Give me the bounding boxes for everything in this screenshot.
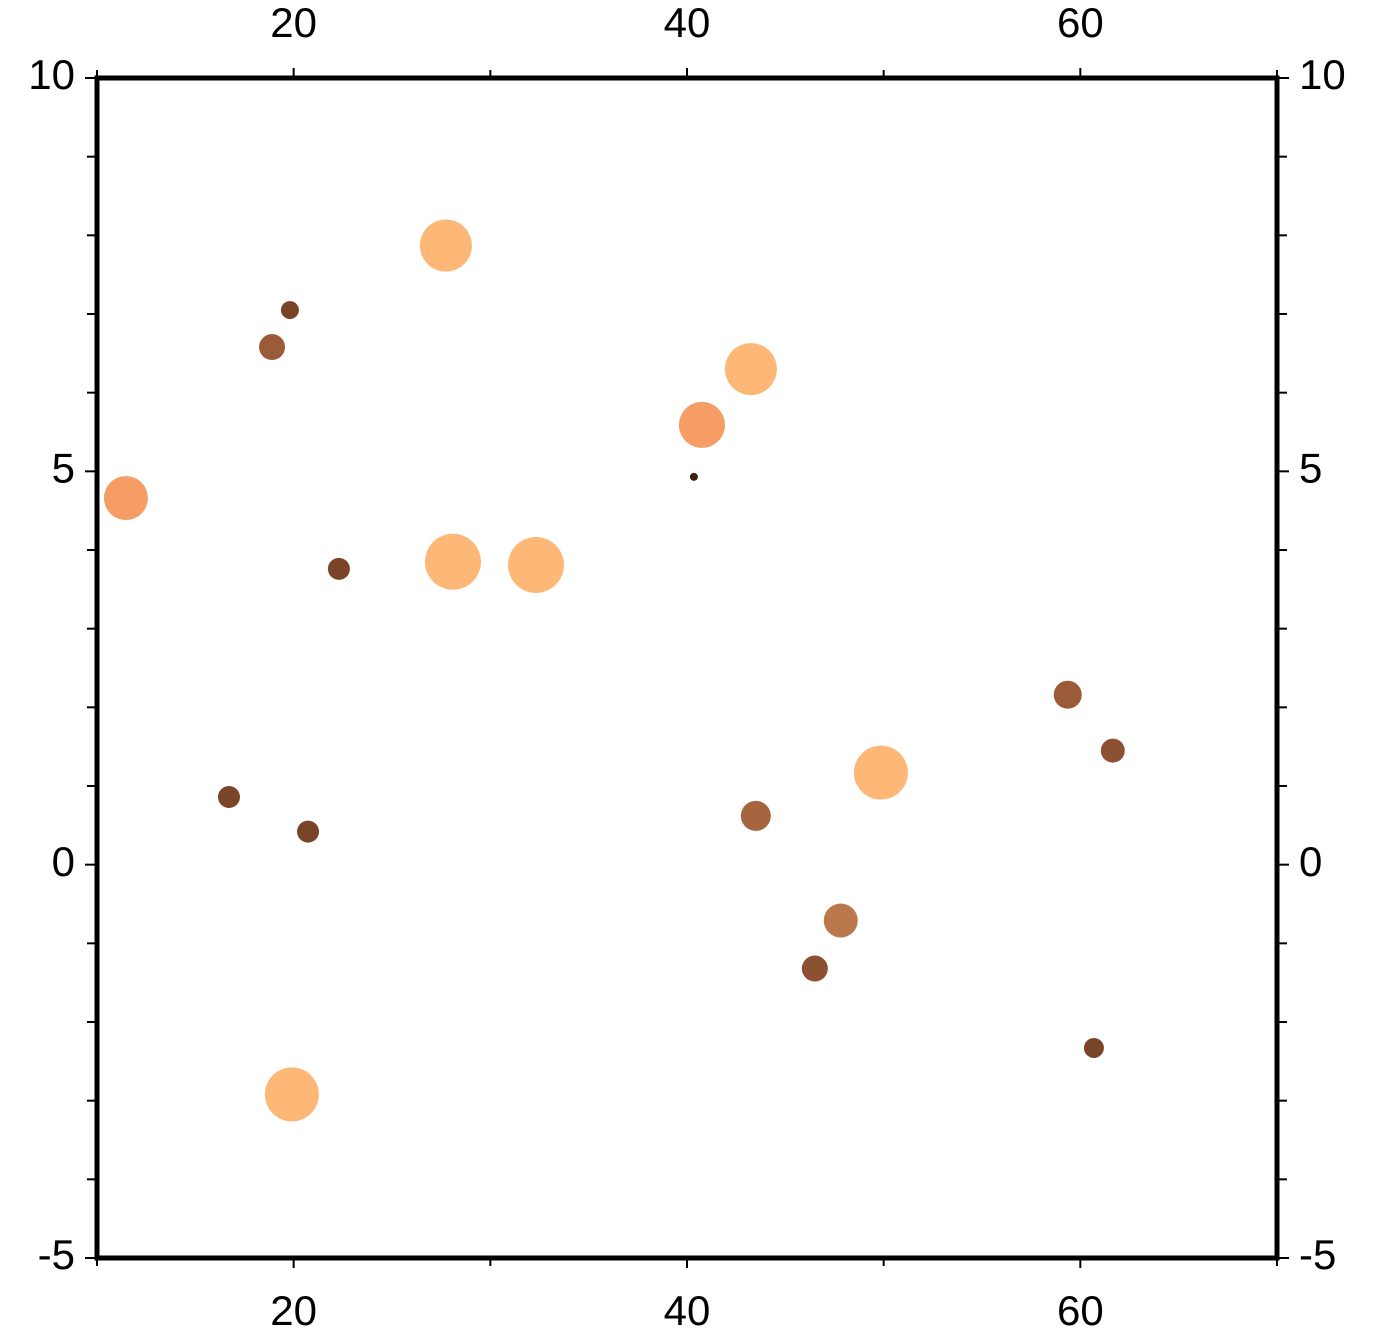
x-tick-label: 20 xyxy=(270,0,317,46)
x-tick-label: 40 xyxy=(664,0,711,46)
point xyxy=(259,334,286,361)
point xyxy=(327,557,350,580)
point xyxy=(424,533,481,590)
point xyxy=(853,745,908,800)
point xyxy=(678,401,725,448)
y-tick-label: -5 xyxy=(1299,1231,1336,1278)
point xyxy=(689,472,698,481)
point xyxy=(280,301,299,320)
x-tick-label: 40 xyxy=(664,1287,711,1334)
point xyxy=(264,1067,319,1122)
point xyxy=(724,343,777,396)
point xyxy=(1053,680,1082,709)
y-tick-label: -5 xyxy=(38,1231,75,1278)
point xyxy=(740,800,771,831)
point xyxy=(103,476,148,521)
x-tick-label: 20 xyxy=(270,1287,317,1334)
point xyxy=(801,955,828,982)
y-tick-label: 0 xyxy=(52,838,75,885)
point xyxy=(297,820,320,843)
y-tick-label: 5 xyxy=(1299,444,1322,491)
point xyxy=(1083,1037,1104,1058)
point xyxy=(507,536,564,593)
y-tick-label: 0 xyxy=(1299,838,1322,885)
y-tick-label: 10 xyxy=(1299,51,1346,98)
point xyxy=(217,786,240,809)
point xyxy=(823,903,858,938)
y-tick-label: 5 xyxy=(52,444,75,491)
x-tick-label: 60 xyxy=(1057,0,1104,46)
y-tick-label: 10 xyxy=(28,51,75,98)
point xyxy=(1100,738,1125,763)
point xyxy=(419,219,472,272)
x-tick-label: 60 xyxy=(1057,1287,1104,1334)
